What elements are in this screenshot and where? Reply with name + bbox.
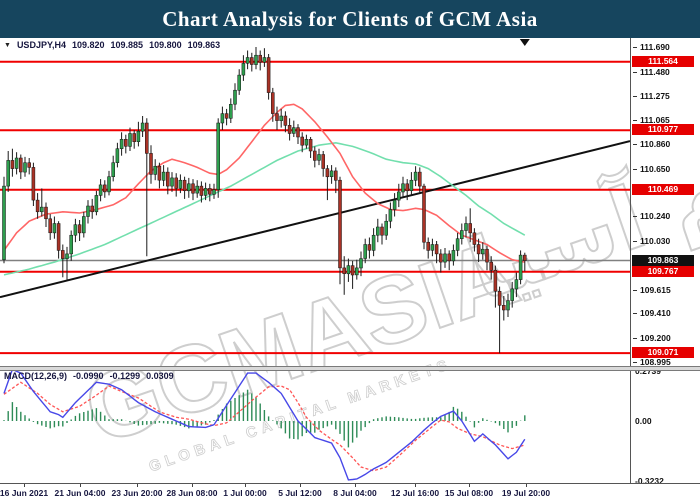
time-tick-label: 23 Jun 20:00 [111, 488, 163, 498]
time-tick-label: 19 Jul 20:00 [501, 488, 551, 498]
price-axis[interactable]: 111.690 111.480 111.275 111.065 110.860 110.6… [630, 38, 700, 367]
bar-low-value: 109.800 [149, 40, 182, 50]
macd-tick-label: 0.00 [635, 416, 652, 426]
price-line-label: 109.071 [632, 347, 694, 358]
bar-open-value: 109.820 [71, 40, 105, 50]
time-tick-label: 8 Jul 04:00 [333, 488, 377, 498]
candles [2, 47, 527, 354]
macd-tick-label: 0.2739 [635, 366, 661, 376]
time-tick [526, 484, 527, 487]
time-axis[interactable]: 16 Jun 2021 21 Jun 04:00 23 Jun 20:00 28 Ju… [0, 483, 700, 500]
price-tick-label: 109.615 [633, 285, 671, 295]
macd-indicator-chart[interactable] [0, 369, 630, 483]
time-tick-label: 21 Jun 04:00 [54, 488, 106, 498]
macd-value: -0.0990 [73, 371, 104, 381]
macd-info-bar: MACD(12,26,9) -0.0990 -0.1299 0.0309 [4, 371, 174, 381]
time-tick-label: 1 Jul 00:00 [223, 488, 267, 498]
price-tick-label: 110.650 [633, 164, 670, 174]
price-tick-label: 108.995 [633, 357, 671, 367]
price-line-label: 111.564 [632, 56, 694, 67]
macd-axis[interactable]: 0.2739 0.00 -0.3232 [630, 366, 700, 486]
price-tick-label: 110.240 [633, 211, 670, 221]
symbol-info-bar: ▼ USDJPY,H4 109.820 109.885 109.800 109.… [4, 40, 220, 50]
price-tick-label: 111.065 [633, 115, 670, 125]
price-tick-label: 109.200 [633, 333, 671, 343]
symbol-dropdown-icon: ▼ [4, 41, 11, 49]
time-tick [137, 484, 138, 487]
main-price-chart[interactable] [0, 38, 630, 366]
macd-hist-value: 0.0309 [146, 371, 174, 381]
macd-signal-line [3, 381, 525, 472]
price-line-label: 110.469 [632, 184, 694, 195]
bar-high-value: 109.885 [110, 40, 144, 50]
symbol-name: USDJPY,H4 [16, 40, 66, 50]
ascending-trendline[interactable] [0, 140, 630, 299]
time-tick-label: 5 Jul 12:00 [278, 488, 322, 498]
price-tick-label: 110.030 [633, 236, 670, 246]
time-tick-label: 28 Jun 08:00 [166, 488, 218, 498]
time-tick-label: 15 Jul 08:00 [444, 488, 494, 498]
macd-name: MACD(12,26,9) [4, 371, 68, 381]
time-tick-label: 12 Jul 16:00 [390, 488, 440, 498]
price-tick-label: 111.690 [633, 42, 670, 52]
price-line-label: 110.977 [632, 124, 694, 135]
page-title: Chart Analysis for Clients of GCM Asia [162, 6, 538, 31]
time-tick [300, 484, 301, 487]
title-bar: Chart Analysis for Clients of GCM Asia [0, 0, 700, 38]
bar-close-value: 109.863 [187, 40, 221, 50]
macd-main-line [3, 369, 526, 481]
time-tick [415, 484, 416, 487]
price-tick-label: 110.860 [633, 139, 670, 149]
macd-histogram [3, 389, 526, 448]
price-tick-label: 109.410 [633, 308, 671, 318]
panel-separator[interactable] [0, 366, 700, 371]
time-tick [469, 484, 470, 487]
chart-frame: GCMASIA GLOBAL CAPITAL MARKETS جي سي إم … [0, 38, 700, 500]
time-tick [80, 484, 81, 487]
macd-signal-value: -0.1299 [109, 371, 141, 381]
current-price-label: 109.863 [632, 255, 694, 266]
slow-moving-average-line [3, 141, 526, 276]
time-tick-label: 16 Jun 2021 [0, 488, 49, 498]
time-tick [192, 484, 193, 487]
time-tick [245, 484, 246, 487]
time-tick [24, 484, 25, 487]
macd-tick-label: -0.3232 [635, 476, 664, 486]
price-line-label: 109.767 [632, 266, 694, 277]
fast-moving-average-line [3, 103, 525, 263]
price-tick-label: 111.480 [633, 67, 670, 77]
current-bar-marker-icon [519, 39, 530, 46]
price-tick-label: 111.275 [633, 91, 670, 101]
time-tick [355, 484, 356, 487]
